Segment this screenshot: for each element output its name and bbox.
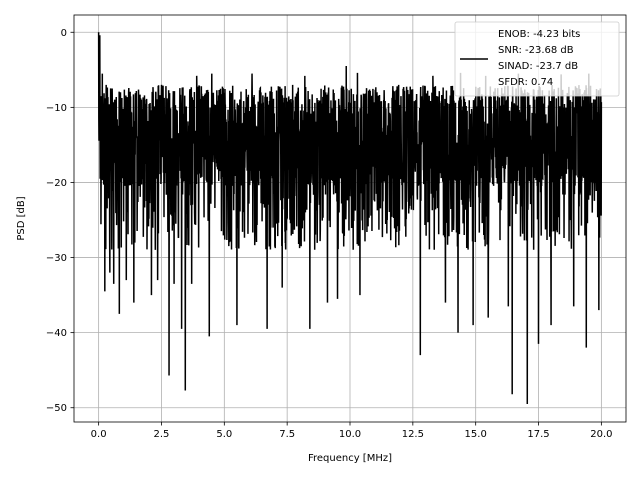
legend-box [454,21,620,97]
x-axis-ticks: 0.0 2.5 5.0 7.5 10.0 12.5 15.0 17.5 20.0 [91,422,612,440]
x-tick-label: 7.5 [279,429,295,440]
legend-entry-sfdr: SFDR: 0.74 [498,77,553,88]
x-tick-label: 15.0 [465,429,487,440]
y-axis-label: PSD [dB] [16,196,27,240]
y-tick-label: −50 [46,403,67,414]
legend-entry-enob: ENOB: -4.23 bits [498,29,580,40]
y-tick-label: 0 [61,28,67,39]
y-axis-ticks: 0 −10 −20 −30 −40 −50 [46,28,74,414]
plot-area [97,32,603,404]
x-tick-label: 0.0 [91,429,107,440]
x-axis-label: Frequency [MHz] [308,453,392,464]
x-tick-label: 12.5 [402,429,424,440]
x-tick-label: 10.0 [339,429,361,440]
y-tick-label: −10 [46,103,67,114]
x-tick-label: 20.0 [590,429,612,440]
legend-entry-sinad: SINAD: -23.7 dB [498,61,578,72]
legend-entry-snr: SNR: -23.68 dB [498,45,574,56]
x-tick-label: 2.5 [154,429,170,440]
y-tick-label: −20 [46,178,67,189]
legend: ENOB: -4.23 bits SNR: -23.68 dB SINAD: -… [454,21,620,97]
x-tick-label: 17.5 [527,429,549,440]
y-tick-label: −40 [46,328,67,339]
y-tick-label: −30 [46,253,67,264]
psd-series-line [97,32,603,404]
x-tick-label: 5.0 [216,429,232,440]
